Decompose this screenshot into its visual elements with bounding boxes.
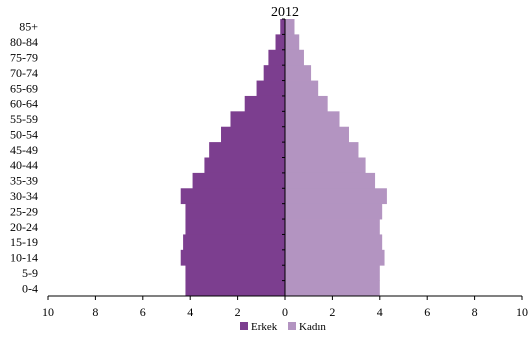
category-label: 40-44 (10, 158, 38, 172)
legend-label-erkek: Erkek (251, 321, 278, 333)
x-tick-label: 8 (92, 305, 98, 319)
bar-kadin-80-84 (285, 34, 300, 51)
category-label: 30-34 (10, 189, 38, 203)
category-label: 75-79 (10, 50, 38, 64)
bar-erkek-50-54 (221, 126, 285, 143)
legend-swatch-erkek (240, 322, 248, 330)
bar-kadin-30-34 (285, 188, 387, 205)
x-tick-label: 6 (140, 305, 146, 319)
bars-group (180, 18, 387, 297)
category-label: 85+ (19, 20, 38, 34)
x-tick-label: 4 (187, 305, 193, 319)
bar-kadin-65-69 (285, 80, 319, 97)
bar-erkek-85+ (280, 19, 285, 35)
bar-kadin-55-59 (285, 111, 340, 128)
x-tick-label: 8 (472, 305, 478, 319)
bar-erkek-80-84 (275, 34, 285, 51)
bar-erkek-70-74 (263, 65, 285, 81)
category-label: 10-14 (10, 251, 38, 265)
bar-erkek-15-19 (183, 234, 285, 251)
x-tick-label: 2 (235, 305, 241, 319)
bar-erkek-5-9 (185, 265, 285, 282)
bar-kadin-40-44 (285, 157, 366, 174)
x-tick-label: 0 (282, 305, 288, 319)
bar-erkek-35-39 (192, 172, 285, 189)
category-label: 60-64 (10, 97, 38, 111)
bar-kadin-5-9 (285, 265, 380, 282)
bar-kadin-35-39 (285, 172, 376, 189)
legend-swatch-kadin (288, 322, 296, 330)
category-label: 15-19 (10, 235, 38, 249)
bar-erkek-40-44 (204, 157, 285, 174)
bar-kadin-20-24 (285, 219, 380, 235)
x-tick-label: 2 (329, 305, 335, 319)
bar-erkek-65-69 (256, 80, 285, 97)
bar-kadin-0-4 (285, 280, 380, 297)
category-label: 20-24 (10, 220, 38, 234)
bar-kadin-15-19 (285, 234, 383, 251)
x-tick-label: 4 (377, 305, 383, 319)
x-tick-label: 10 (516, 305, 528, 319)
x-tick-label: 6 (424, 305, 430, 319)
category-label: 70-74 (10, 66, 38, 80)
bar-erkek-20-24 (185, 219, 285, 235)
category-label: 80-84 (10, 35, 38, 49)
bar-kadin-45-49 (285, 142, 359, 158)
category-label: 35-39 (10, 174, 38, 188)
bar-erkek-75-79 (268, 49, 285, 66)
x-tick-label: 10 (42, 305, 54, 319)
category-label: 65-69 (10, 81, 38, 95)
bar-kadin-60-64 (285, 95, 328, 112)
legend-label-kadin: Kadın (299, 321, 326, 333)
bar-kadin-50-54 (285, 126, 349, 143)
category-label: 45-49 (10, 143, 38, 157)
bar-erkek-55-59 (230, 111, 285, 128)
bar-erkek-10-14 (180, 249, 285, 266)
bar-erkek-25-29 (185, 203, 285, 220)
bar-erkek-60-64 (244, 95, 285, 112)
bar-kadin-10-14 (285, 249, 385, 266)
bar-erkek-45-49 (209, 142, 285, 158)
bar-kadin-70-74 (285, 65, 312, 81)
category-label: 50-54 (10, 127, 38, 141)
chart-title: 2012 (271, 5, 299, 20)
bar-erkek-0-4 (185, 280, 285, 297)
category-label: 55-59 (10, 112, 38, 126)
legend: Erkek Kadın (240, 321, 326, 333)
bar-erkek-30-34 (180, 188, 285, 205)
bar-kadin-85+ (285, 19, 295, 35)
category-label: 0-4 (22, 281, 38, 295)
x-axis: 10 8 6 4 2 0 2 4 6 8 10 (42, 295, 528, 319)
bar-kadin-25-29 (285, 203, 383, 220)
bar-kadin-75-79 (285, 49, 304, 66)
category-label: 25-29 (10, 204, 38, 218)
category-label: 5-9 (22, 266, 38, 280)
